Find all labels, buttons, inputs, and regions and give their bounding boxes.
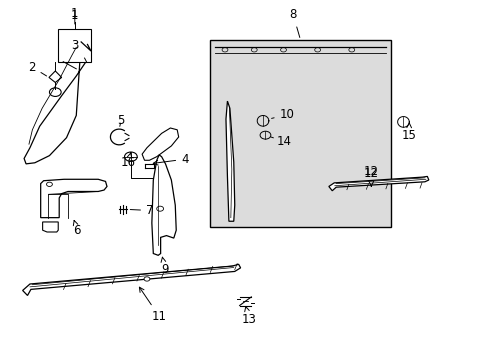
Circle shape xyxy=(314,48,320,52)
Circle shape xyxy=(260,131,270,139)
Text: 1: 1 xyxy=(71,9,79,24)
Text: 5: 5 xyxy=(117,114,124,127)
Text: 9: 9 xyxy=(161,257,168,276)
Text: 13: 13 xyxy=(242,307,256,327)
Polygon shape xyxy=(42,222,58,232)
Polygon shape xyxy=(142,128,178,160)
Text: 6: 6 xyxy=(73,220,81,237)
Text: 16: 16 xyxy=(121,153,136,168)
Text: 11: 11 xyxy=(139,287,166,323)
Text: 10: 10 xyxy=(271,108,294,121)
Polygon shape xyxy=(22,264,240,296)
Text: 15: 15 xyxy=(401,123,416,142)
Circle shape xyxy=(222,48,227,52)
Text: 14: 14 xyxy=(270,135,290,148)
Circle shape xyxy=(157,206,163,211)
Circle shape xyxy=(46,182,52,186)
Polygon shape xyxy=(225,101,234,221)
Circle shape xyxy=(144,277,150,281)
Polygon shape xyxy=(328,176,428,191)
Circle shape xyxy=(49,88,61,96)
Text: 12: 12 xyxy=(363,165,378,178)
Bar xyxy=(58,30,91,62)
Text: 3: 3 xyxy=(71,39,79,52)
Circle shape xyxy=(280,48,286,52)
Polygon shape xyxy=(24,42,91,164)
Circle shape xyxy=(251,48,257,52)
Circle shape xyxy=(124,152,137,161)
Text: 7: 7 xyxy=(130,204,153,217)
Polygon shape xyxy=(41,179,107,218)
Text: 8: 8 xyxy=(289,9,299,37)
Text: 12: 12 xyxy=(363,167,378,186)
Circle shape xyxy=(348,48,354,52)
Text: 4: 4 xyxy=(153,153,188,166)
Text: 2: 2 xyxy=(28,60,46,76)
Polygon shape xyxy=(49,71,61,82)
Polygon shape xyxy=(152,155,176,255)
Text: 1: 1 xyxy=(71,8,79,21)
Bar xyxy=(210,40,390,226)
